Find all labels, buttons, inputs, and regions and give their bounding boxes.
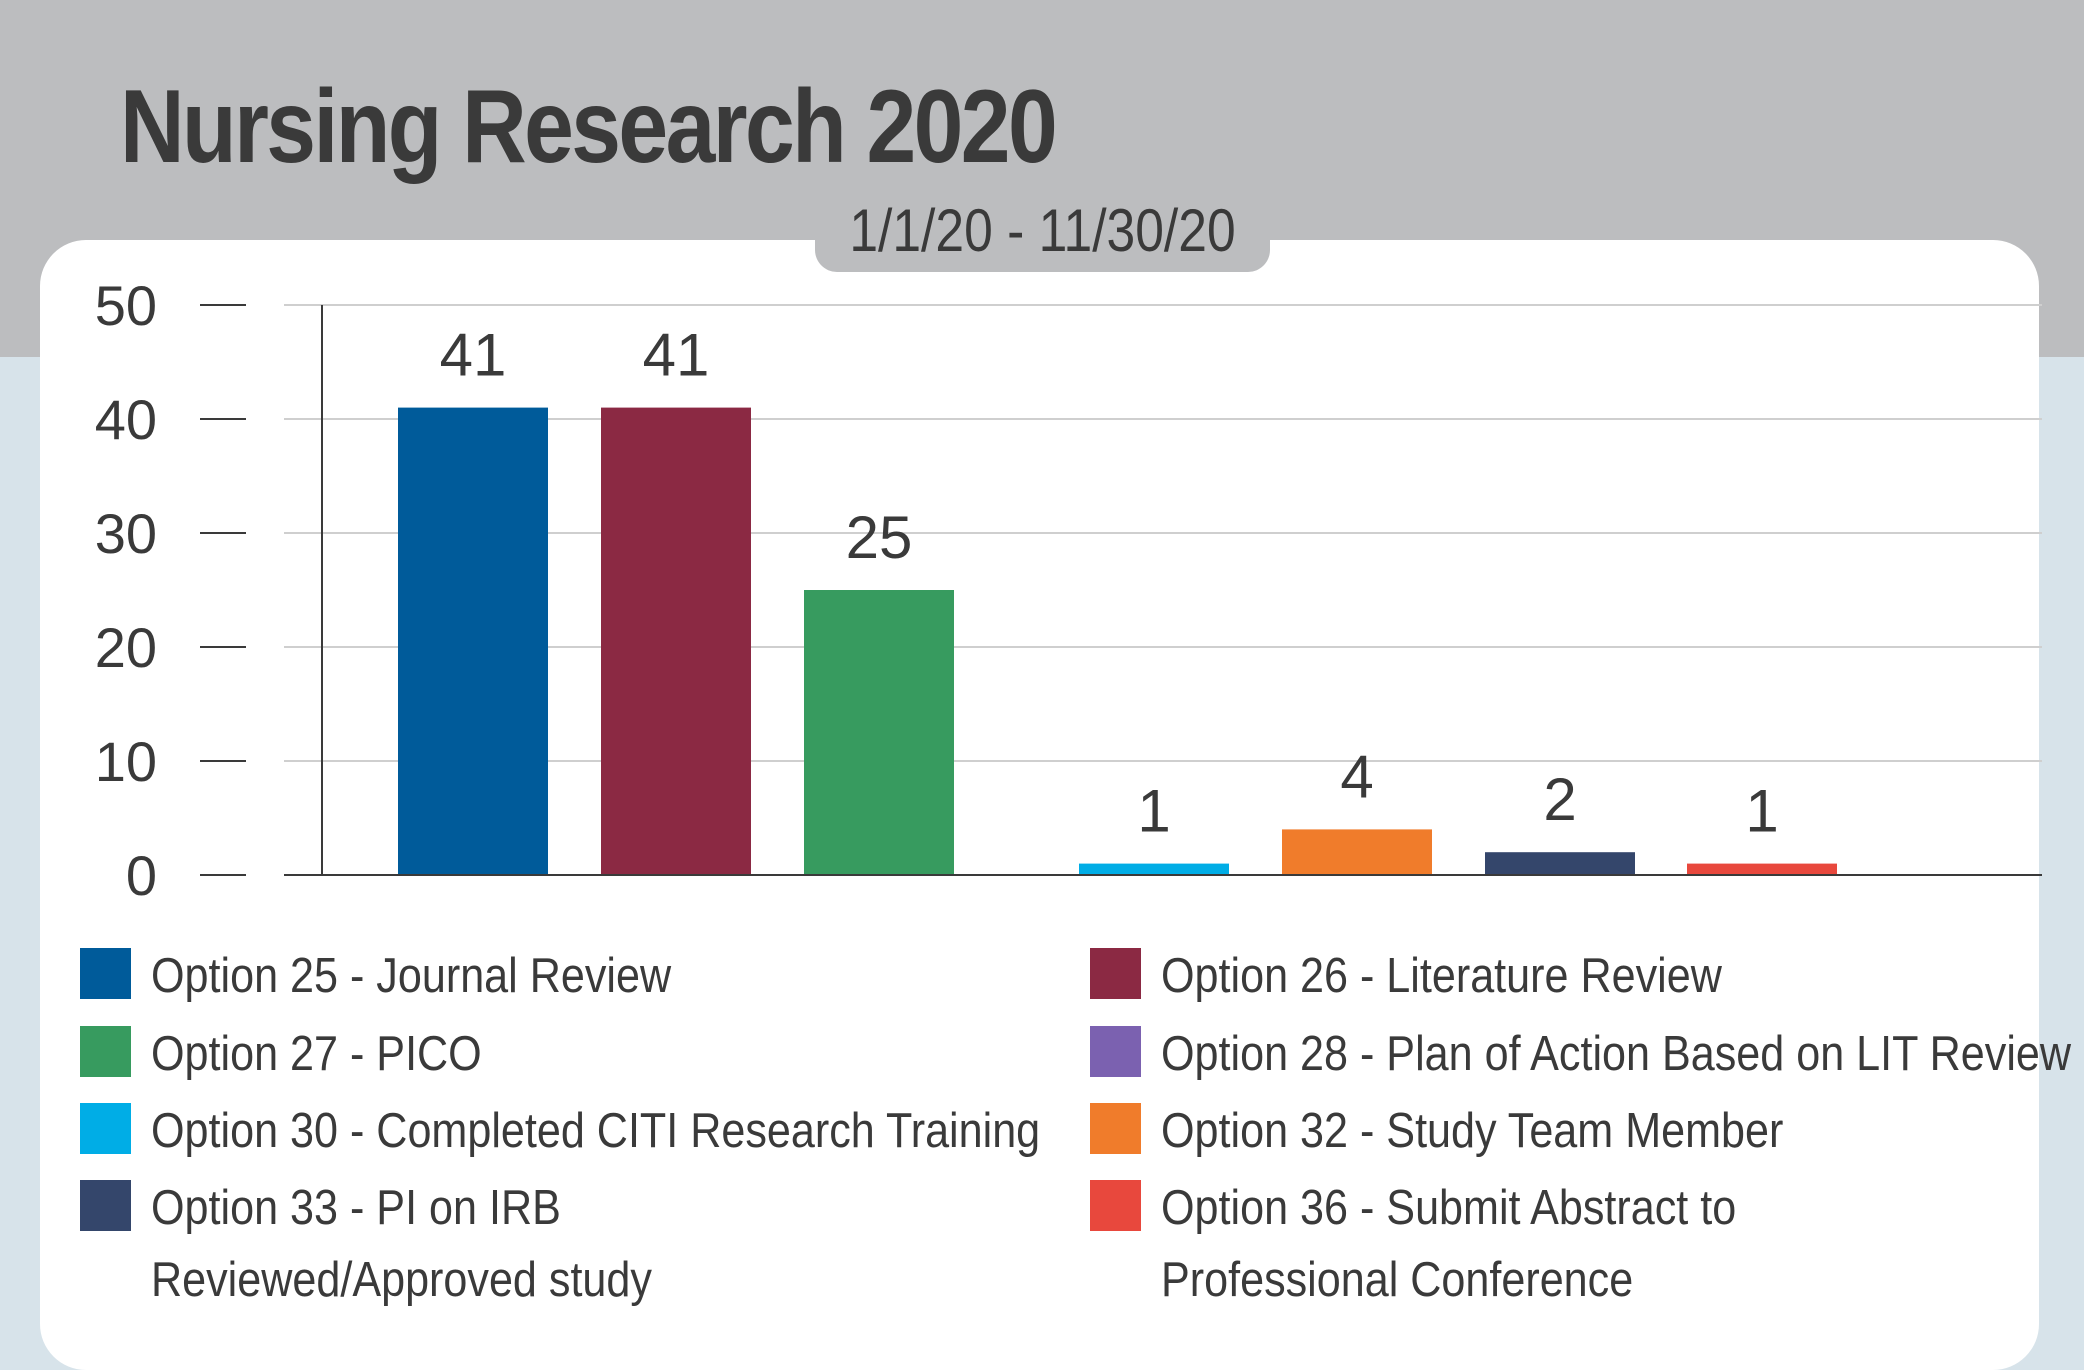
bar	[601, 407, 751, 875]
bar	[1079, 863, 1229, 875]
bar	[398, 407, 548, 875]
data-label: 25	[846, 504, 913, 571]
data-label: 1	[1137, 778, 1170, 845]
page-title: Nursing Research 2020	[120, 69, 1058, 185]
y-tick-label: 40	[95, 388, 157, 451]
data-label: 1	[1745, 778, 1778, 845]
data-label: 4	[1340, 743, 1373, 810]
data-label: 41	[643, 322, 710, 389]
data-label: 41	[440, 322, 507, 389]
chart-card	[40, 240, 2039, 1370]
gridlines	[284, 304, 2042, 762]
y-axis-ticks: 0 10 20 30 40 50	[95, 274, 246, 907]
bar	[1687, 863, 1837, 875]
date-range: 1/1/20 - 11/30/20	[849, 197, 1236, 264]
date-range-tab: 1/1/20 - 11/30/20	[815, 186, 1270, 272]
y-tick-label: 0	[126, 844, 157, 907]
bar	[804, 590, 954, 875]
axes	[284, 305, 2042, 876]
bar	[1282, 829, 1432, 875]
y-tick-label: 50	[95, 274, 157, 337]
y-tick-label: 30	[95, 502, 157, 565]
data-label: 2	[1543, 766, 1576, 833]
bars	[398, 407, 1837, 875]
data-labels: 41 41 25 1 4 2 1	[440, 322, 1779, 845]
y-tick-label: 20	[95, 616, 157, 679]
y-tick-label: 10	[95, 730, 157, 793]
bar	[1485, 852, 1635, 875]
